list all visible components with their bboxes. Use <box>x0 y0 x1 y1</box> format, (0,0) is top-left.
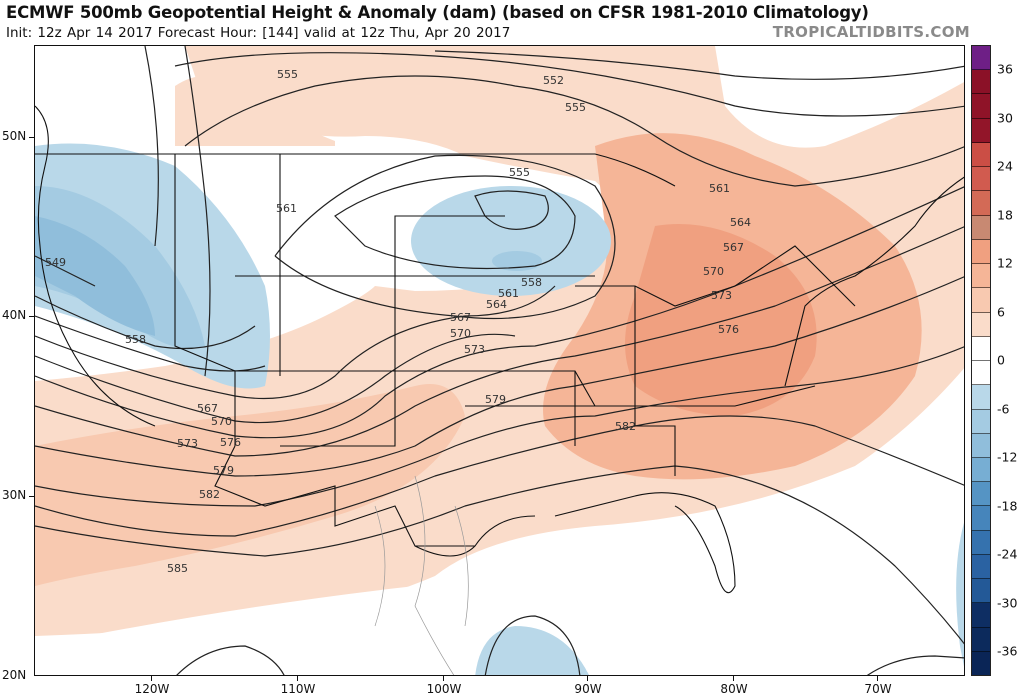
colorbar-label: 18 <box>997 207 1013 223</box>
colorbar-label: -30 <box>997 595 1018 611</box>
contour-label: 573 <box>711 289 732 302</box>
chart-title: ECMWF 500mb Geopotential Height & Anomal… <box>6 3 869 22</box>
colorbar-label: 36 <box>997 61 1013 77</box>
lon-label-90w: 90W <box>574 682 602 696</box>
colorbar-label: -24 <box>997 546 1018 562</box>
contour-label: 582 <box>615 420 636 433</box>
contour-label: 570 <box>211 415 232 428</box>
contour-label: 564 <box>486 298 507 311</box>
lon-tick <box>151 676 152 681</box>
colorbar-segment <box>972 336 990 362</box>
colorbar-label: 12 <box>997 255 1013 271</box>
colorbar <box>971 45 991 676</box>
contour-label: 570 <box>703 265 724 278</box>
colorbar-label: -6 <box>997 401 1010 417</box>
colorbar-label: -36 <box>997 643 1018 659</box>
contour-label: 561 <box>498 287 519 300</box>
colorbar-segment <box>972 651 990 676</box>
lon-label-120w: 120W <box>134 682 170 696</box>
colorbar-label: 30 <box>997 110 1013 126</box>
contour-label: 579 <box>485 393 506 406</box>
colorbar-segment <box>972 385 990 410</box>
contour-label: 555 <box>565 101 586 114</box>
lat-label-50n: 50N <box>2 129 27 143</box>
contour-label: 558 <box>125 333 146 346</box>
lon-tick <box>587 676 588 681</box>
colorbar-segment <box>972 191 990 216</box>
colorbar-segment <box>972 554 990 580</box>
lat-label-20n: 20N <box>2 668 27 682</box>
colorbar-segment <box>972 118 990 143</box>
contour-label: 567 <box>450 311 471 324</box>
colorbar-segment <box>972 579 990 604</box>
contour-label: 573 <box>177 437 198 450</box>
colorbar-segment <box>972 46 990 71</box>
brand-watermark: TROPICALTIDBITS.COM <box>772 23 970 41</box>
lat-label-30n: 30N <box>2 488 27 502</box>
contour-label: 585 <box>167 562 188 575</box>
colorbar-segment <box>972 288 990 313</box>
contour-label: 555 <box>509 166 530 179</box>
lat-label-40n: 40N <box>2 308 27 322</box>
contour-label: 564 <box>730 216 751 229</box>
lon-label-70w: 70W <box>864 682 892 696</box>
contour-label: 552 <box>543 74 564 87</box>
colorbar-segment <box>972 264 990 289</box>
colorbar-label: -12 <box>997 449 1018 465</box>
colorbar-label: 24 <box>997 158 1013 174</box>
colorbar-label: 6 <box>997 304 1005 320</box>
colorbar-segment <box>972 215 990 240</box>
colorbar-segment <box>972 167 990 192</box>
colorbar-segment <box>972 603 990 628</box>
colorbar-segment <box>972 70 990 95</box>
colorbar-label: -18 <box>997 498 1018 514</box>
chart-subtitle: Init: 12z Apr 14 2017 Forecast Hour: [14… <box>6 25 511 41</box>
contour-label: 555 <box>277 68 298 81</box>
colorbar-segment <box>972 433 990 458</box>
colorbar-label: 0 <box>997 352 1005 368</box>
contour-label: 561 <box>709 182 730 195</box>
contour-label: 573 <box>464 343 485 356</box>
lat-tick <box>29 137 34 138</box>
colorbar-segment <box>972 361 990 386</box>
contour-label: 567 <box>723 241 744 254</box>
lon-label-110w: 110W <box>280 682 316 696</box>
colorbar-segment <box>972 239 990 265</box>
contour-label: 582 <box>199 488 220 501</box>
lon-label-100w: 100W <box>426 682 462 696</box>
colorbar-segment <box>972 312 990 337</box>
lon-label-80w: 80W <box>720 682 748 696</box>
colorbar-segment <box>972 530 990 555</box>
lon-tick <box>297 676 298 681</box>
contour-label: 567 <box>197 402 218 415</box>
colorbar-segment <box>972 142 990 168</box>
lon-tick <box>443 676 444 681</box>
contour-label: 549 <box>45 256 66 269</box>
lat-tick <box>29 316 34 317</box>
lon-tick <box>733 676 734 681</box>
contour-label: 561 <box>276 202 297 215</box>
colorbar-segment <box>972 506 990 531</box>
lat-tick <box>29 496 34 497</box>
colorbar-segment <box>972 94 990 119</box>
contour-label: 576 <box>220 436 241 449</box>
colorbar-segment <box>972 457 990 483</box>
map-panel: 549 552 555 555 555 558 558 561 561 561 … <box>34 45 965 676</box>
anomaly-map: 549 552 555 555 555 558 558 561 561 561 … <box>35 46 964 675</box>
contour-label: 558 <box>521 276 542 289</box>
lon-tick <box>877 676 878 681</box>
contour-label: 576 <box>718 323 739 336</box>
contour-label: 579 <box>213 464 234 477</box>
colorbar-segment <box>972 482 990 507</box>
colorbar-segment <box>972 627 990 652</box>
contour-label: 570 <box>450 327 471 340</box>
colorbar-segment <box>972 409 990 434</box>
